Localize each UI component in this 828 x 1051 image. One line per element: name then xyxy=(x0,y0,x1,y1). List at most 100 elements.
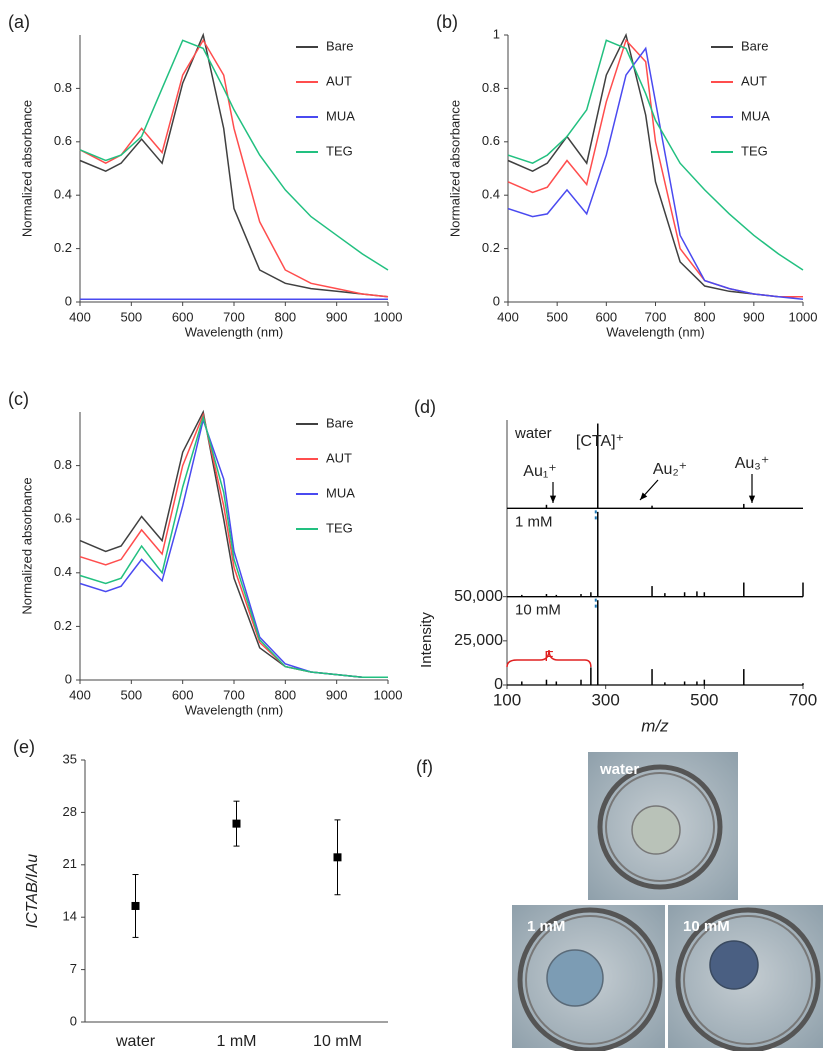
point xyxy=(131,901,140,910)
legend-label: Bare xyxy=(741,38,768,53)
x-axis-label: Wavelength (nm) xyxy=(185,702,284,717)
y-tick-label: 0.4 xyxy=(54,187,72,202)
y-tick-label: 0.2 xyxy=(54,240,72,255)
y-tick-label: 0.2 xyxy=(54,618,72,633)
panel-name: water xyxy=(514,425,552,442)
x-tick-label: 100 xyxy=(493,690,521,709)
x-axis-label: Wavelength (nm) xyxy=(185,324,284,339)
annotation: [CTA]⁺ xyxy=(576,433,624,450)
panel-label: (e) xyxy=(13,737,35,757)
photo-label: water xyxy=(599,761,639,778)
x-tick-label: 900 xyxy=(326,309,348,324)
x-tick-label: 500 xyxy=(120,687,142,702)
x-tick-label: 600 xyxy=(172,309,194,324)
y-axis-label: Normalized absorbance xyxy=(447,100,462,237)
series-line xyxy=(507,32,803,298)
x-tick-label: 600 xyxy=(595,309,617,324)
x-tick-label: 700 xyxy=(645,309,667,324)
annotation: Au₃⁺ xyxy=(735,455,770,472)
x-tick-label: 500 xyxy=(120,309,142,324)
panel-label: (c) xyxy=(8,389,29,409)
y-tick-label: 0.8 xyxy=(54,80,72,95)
x-tick-label: 500 xyxy=(546,309,568,324)
annotation: F xyxy=(544,648,553,665)
series-line xyxy=(507,46,804,301)
point xyxy=(232,819,241,828)
legend-label: AUT xyxy=(741,73,767,88)
panel-label: (d) xyxy=(414,397,436,417)
y-tick-label: 7 xyxy=(70,961,77,976)
legend-label: MUA xyxy=(326,485,355,500)
y-tick-label: 0 xyxy=(493,293,500,308)
point xyxy=(333,853,342,862)
x-tick-label: 700 xyxy=(789,690,817,709)
legend-label: Bare xyxy=(326,38,353,53)
photo-label: 1 mM xyxy=(527,918,565,935)
y-axis-label: ICTAB/IAu xyxy=(24,854,41,928)
y-tick-label: 0 xyxy=(494,676,503,693)
legend-label: MUA xyxy=(741,108,770,123)
x-tick-label: 800 xyxy=(274,687,296,702)
y-tick-label: 28 xyxy=(63,804,77,819)
annotation: Au₂⁺ xyxy=(653,461,687,478)
series-line xyxy=(507,39,804,271)
x-tick-label: 800 xyxy=(694,309,716,324)
y-tick-label: 0.8 xyxy=(482,80,500,95)
legend-label: Bare xyxy=(326,415,353,430)
y-tick-label: 50,000 xyxy=(454,588,503,605)
y-tick-label: 21 xyxy=(63,856,77,871)
y-tick-label: 0 xyxy=(70,1013,77,1028)
y-tick-label: 0.6 xyxy=(54,511,72,526)
y-axis-label: Normalized absorbance xyxy=(19,100,34,237)
x-tick-label: 500 xyxy=(690,690,718,709)
x-tick-label: 900 xyxy=(326,687,348,702)
x-tick-label: 1000 xyxy=(789,309,818,324)
x-tick-label: water xyxy=(115,1033,156,1050)
x-tick-label: 1 mM xyxy=(217,1033,257,1050)
panel-label: (f) xyxy=(416,757,433,777)
series-line xyxy=(79,38,389,298)
legend-label: MUA xyxy=(326,108,355,123)
series-line xyxy=(79,414,388,679)
y-tick-label: 0.2 xyxy=(482,240,500,255)
x-tick-label: 1000 xyxy=(374,687,403,702)
x-tick-label: 1000 xyxy=(374,309,403,324)
y-tick-label: 0.6 xyxy=(482,133,500,148)
x-tick-label: 600 xyxy=(172,687,194,702)
y-axis-label: Normalized absorbance xyxy=(19,477,34,614)
x-tick-label: 400 xyxy=(497,309,519,324)
y-tick-label: 14 xyxy=(63,909,77,924)
x-tick-label: 800 xyxy=(274,309,296,324)
legend-label: TEG xyxy=(741,143,768,158)
legend-label: AUT xyxy=(326,73,352,88)
panel-label: (a) xyxy=(8,12,30,32)
photo-label: 10 mM xyxy=(683,918,730,935)
photo: 10 mM xyxy=(668,905,823,1051)
photo: water xyxy=(588,752,738,900)
y-tick-label: 1 xyxy=(493,26,500,41)
x-tick-label: 900 xyxy=(743,309,765,324)
bracket xyxy=(506,649,592,668)
x-tick-label: 300 xyxy=(591,690,619,709)
panel-name: 1 mM xyxy=(515,513,553,530)
x-axis-label: Wavelength (nm) xyxy=(606,324,705,339)
x-tick-label: 400 xyxy=(69,687,91,702)
series-line xyxy=(79,32,389,298)
legend-label: TEG xyxy=(326,143,353,158)
y-tick-label: 0 xyxy=(65,671,72,686)
x-tick-label: 10 mM xyxy=(313,1033,362,1050)
y-tick-label: 35 xyxy=(63,751,77,766)
y-tick-label: 0.6 xyxy=(54,133,72,148)
x-tick-label: 700 xyxy=(223,309,245,324)
annotation: Au₁⁺ xyxy=(523,463,556,480)
x-tick-label: 400 xyxy=(69,309,91,324)
y-tick-label: 0.4 xyxy=(54,564,72,579)
y-tick-label: 25,000 xyxy=(454,632,503,649)
x-tick-label: 700 xyxy=(223,687,245,702)
y-tick-label: 0.8 xyxy=(54,457,72,472)
y-tick-label: 0 xyxy=(65,293,72,308)
panel-label: (b) xyxy=(436,12,458,32)
y-tick-label: 0.4 xyxy=(482,187,500,202)
arrow-head xyxy=(640,492,648,500)
